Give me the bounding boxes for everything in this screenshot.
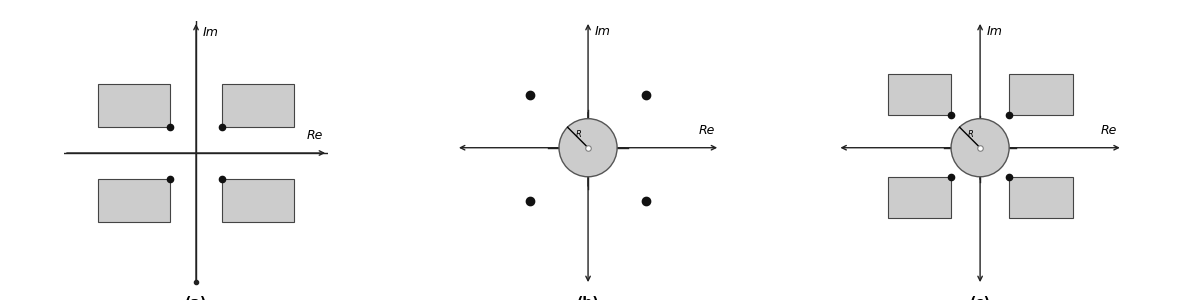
Text: Re: Re <box>699 124 715 137</box>
Text: R: R <box>968 130 974 140</box>
Text: R: R <box>576 130 582 140</box>
Text: Im: Im <box>203 26 219 39</box>
Circle shape <box>560 119 617 177</box>
Text: (a): (a) <box>185 296 207 300</box>
Bar <box>222 179 293 222</box>
Text: Im: Im <box>594 25 611 38</box>
Bar <box>887 74 952 115</box>
Bar <box>99 179 170 222</box>
Text: Re: Re <box>307 128 323 142</box>
Text: Im: Im <box>986 25 1003 38</box>
Text: (c): (c) <box>969 296 991 300</box>
Text: Re: Re <box>1101 124 1118 137</box>
Text: (b): (b) <box>576 296 600 300</box>
Bar <box>222 84 293 127</box>
Bar <box>1009 177 1073 218</box>
Bar <box>99 84 170 127</box>
Bar <box>1009 74 1073 115</box>
Bar <box>887 177 952 218</box>
Circle shape <box>952 119 1009 177</box>
